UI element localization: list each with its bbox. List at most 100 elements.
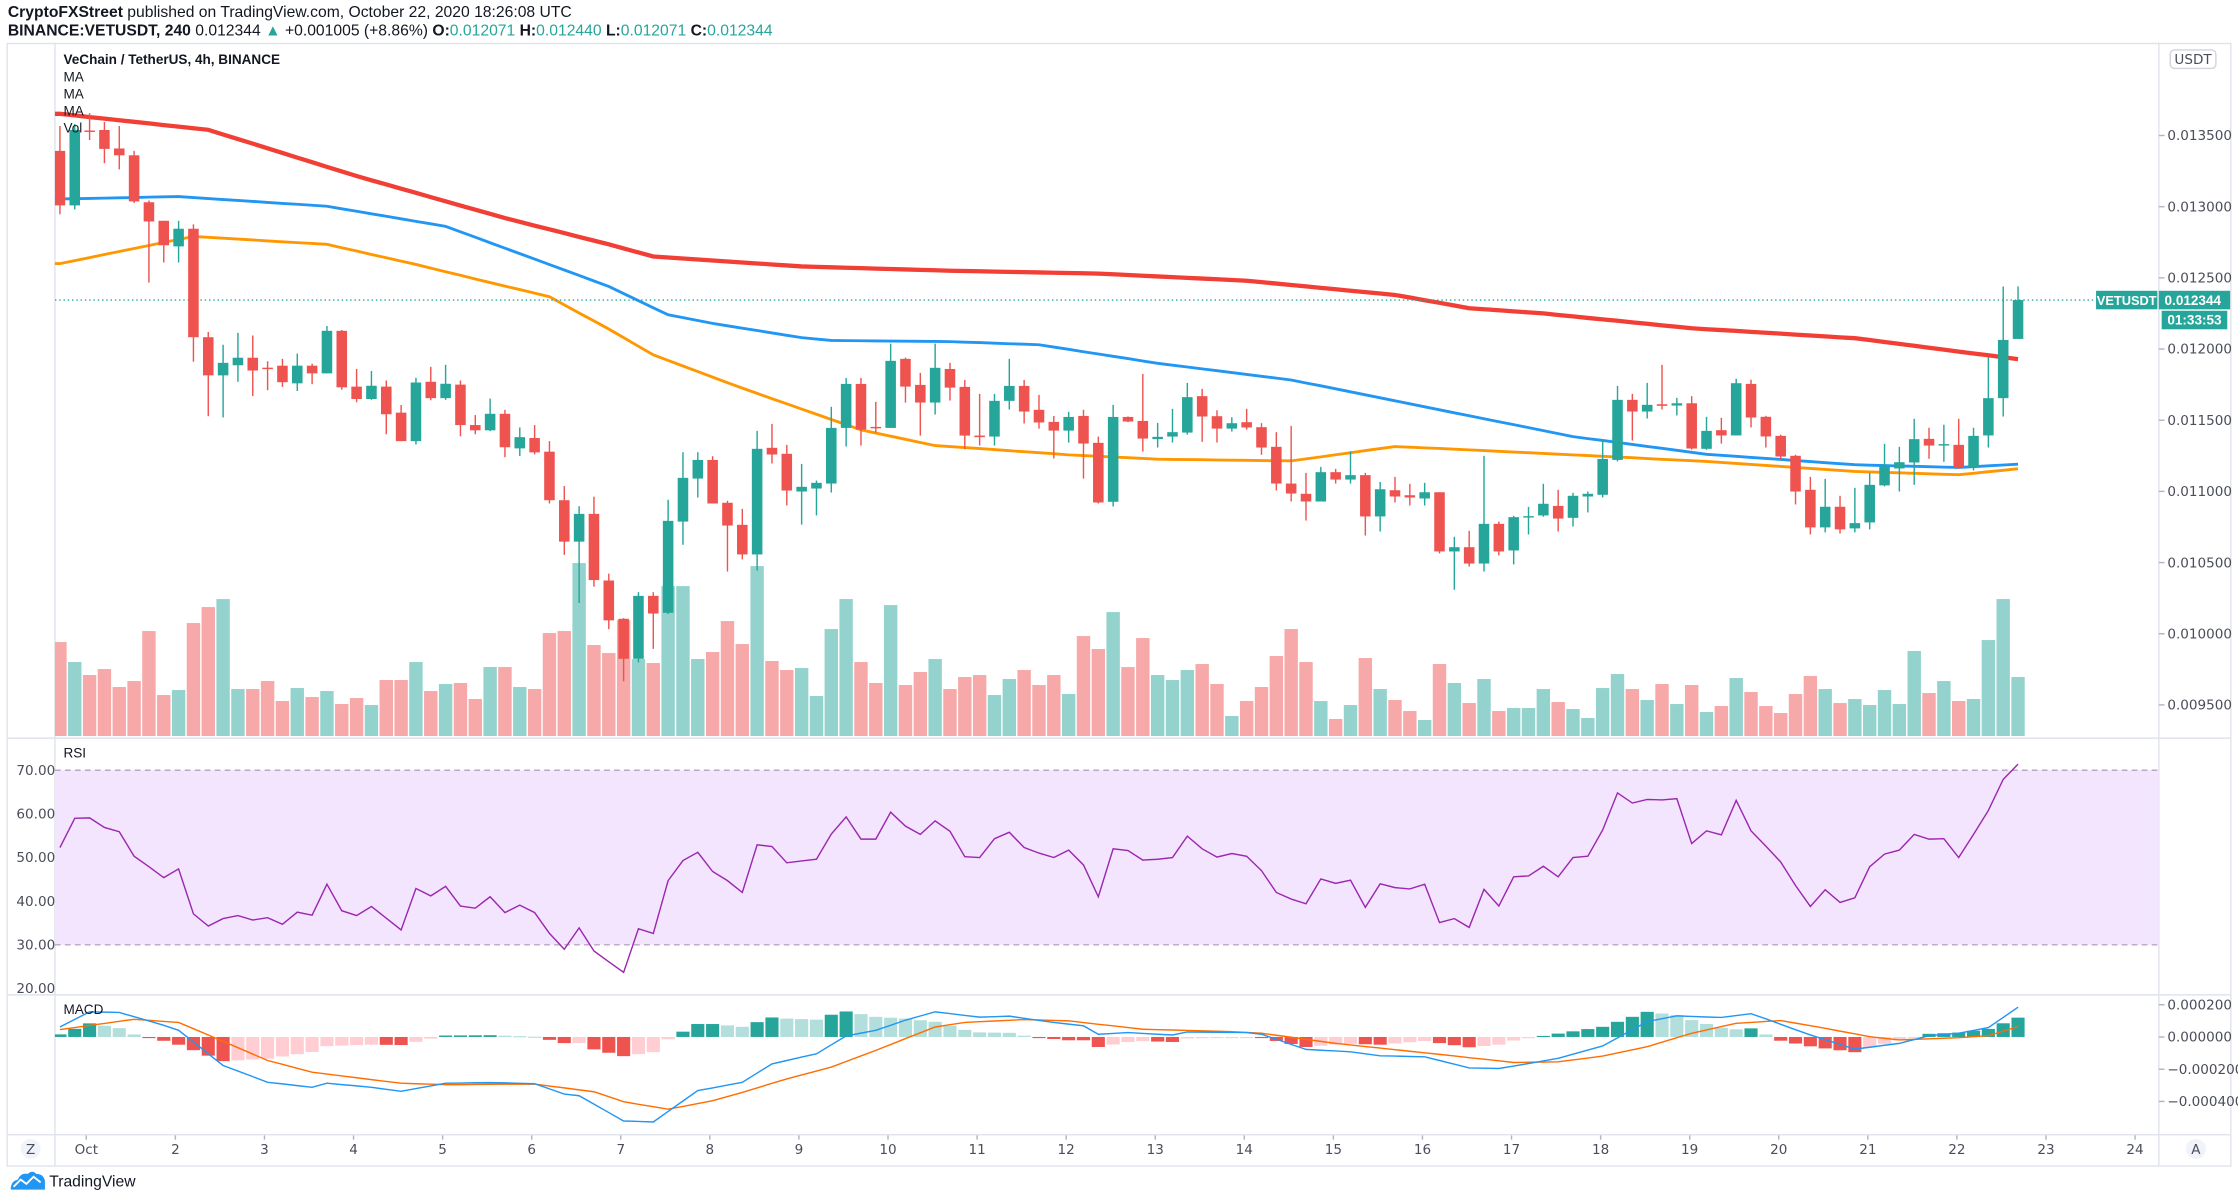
candle-body	[1300, 493, 1312, 502]
candle	[455, 380, 466, 437]
rsi-pane[interactable]	[54, 763, 2159, 974]
volume-bar	[1818, 689, 1832, 737]
volume-bar	[572, 563, 586, 737]
candle	[1449, 536, 1460, 590]
volume-bar	[839, 599, 853, 737]
candle	[217, 344, 229, 418]
candle	[351, 368, 362, 403]
macd-title[interactable]: MACD	[63, 1002, 103, 1017]
candle-body	[1137, 420, 1149, 439]
currency-badge[interactable]: USDT	[2169, 49, 2217, 70]
candle	[826, 406, 837, 493]
candle-body	[1923, 438, 1935, 446]
candle	[1597, 439, 1608, 498]
a-button-label: A	[2191, 1142, 2201, 1158]
legend-ma-2[interactable]: MA	[63, 86, 84, 101]
macd-histogram-bar	[1759, 1034, 1773, 1037]
price-pane[interactable]	[53, 111, 2159, 737]
candle-body	[188, 228, 199, 338]
candle-body	[455, 384, 466, 426]
candle	[1701, 416, 1712, 450]
macd-histogram-bar	[1240, 1036, 1254, 1039]
candle	[1018, 379, 1030, 424]
macd-histogram-bar	[1996, 1023, 2010, 1037]
volume-bar	[1773, 713, 1788, 737]
time-label: 15	[1325, 1142, 1342, 1158]
volume-bar	[809, 696, 824, 737]
candle	[321, 325, 333, 374]
candle	[1330, 468, 1341, 484]
macd-pane[interactable]	[53, 1006, 2025, 1123]
time-label: 19	[1681, 1142, 1698, 1158]
time-label: 12	[1058, 1142, 1075, 1158]
macd-histogram-bar	[631, 1036, 646, 1055]
candle	[840, 377, 852, 447]
volume-bar	[305, 697, 319, 737]
volume-bar	[972, 675, 987, 737]
macd-histogram-bar	[706, 1024, 720, 1037]
candle	[1478, 455, 1490, 572]
volume-bar	[335, 704, 349, 737]
macd-histogram-bar	[172, 1036, 186, 1045]
candle-body	[1419, 492, 1430, 499]
volume-bar	[557, 631, 571, 737]
volume-bar	[958, 677, 972, 737]
volume-bar	[1032, 685, 1046, 737]
candle	[1834, 495, 1846, 534]
candle-body	[470, 425, 481, 431]
macd-histogram-bar	[884, 1017, 898, 1037]
candle	[262, 361, 273, 391]
candle	[915, 372, 926, 436]
candle-body	[870, 426, 882, 429]
tradingview-logo[interactable]: TradingView	[10, 1171, 137, 1191]
auto-scale-button[interactable]: A	[2185, 1138, 2206, 1159]
high-value: 0.012440	[536, 23, 602, 40]
legend-title[interactable]: VeChain / TetherUS, 4h, BINANCE	[63, 52, 280, 67]
legend-ma-3[interactable]: MA	[63, 104, 84, 119]
candle-body	[1048, 421, 1060, 431]
candle-body	[1612, 399, 1623, 460]
volume-bar	[142, 631, 156, 737]
candle	[1775, 434, 1786, 460]
moving-average-line-3	[54, 235, 2019, 477]
macd-histogram-bar	[1047, 1036, 1061, 1040]
author-name[interactable]: CryptoFXStreet	[8, 4, 124, 21]
candle-body	[559, 500, 570, 542]
volume-bar	[646, 663, 660, 737]
log-scale-button[interactable]: Z	[20, 1138, 41, 1159]
candle	[1004, 358, 1015, 410]
rsi-title[interactable]: RSI	[63, 745, 86, 760]
candle	[1582, 491, 1594, 513]
macd-histogram-bar	[1195, 1036, 1209, 1039]
candle	[944, 362, 956, 401]
volume-bar	[720, 621, 735, 737]
candle-body	[158, 220, 170, 246]
rsi-axis[interactable]: 70.00 60.00 50.00 40.00 30.00 20.00	[16, 763, 55, 997]
candle-body	[1745, 383, 1757, 418]
legend-volume[interactable]: Vol	[63, 121, 82, 136]
volume-bar	[735, 644, 750, 737]
time-axis[interactable]: Oct 2 3 4 5 6 7 8 9 10 11 12 13 14 15 16 17 18 19 20 21 22 23 2…	[75, 1135, 2144, 1158]
candle	[277, 358, 288, 387]
macd-histogram-bar	[869, 1016, 883, 1037]
candle-body	[1093, 442, 1104, 503]
volume-bar	[1892, 704, 1907, 737]
candle	[1538, 483, 1549, 517]
macd-axis[interactable]: 0.000200 0.000000 −0.000200 −0.000400	[2158, 997, 2238, 1110]
macd-histogram-bar	[602, 1036, 616, 1053]
symbol-tag-label: VETUSDT	[2097, 293, 2157, 308]
close-label: C:	[686, 23, 707, 40]
candle-body	[1597, 458, 1608, 495]
price-axis[interactable]: 0.013500 0.013000 0.012500 0.012000 0.011500…	[2158, 128, 2232, 714]
macd-label: 0.000200	[2167, 997, 2232, 1013]
volume-bar	[1269, 656, 1284, 737]
candle	[1552, 489, 1564, 532]
time-label: 20	[1770, 1142, 1787, 1158]
legend-ma-1[interactable]: MA	[63, 69, 84, 84]
candle-body	[1463, 547, 1475, 564]
volume-bar	[364, 705, 379, 737]
candle	[1760, 415, 1772, 448]
macd-histogram-bar	[275, 1036, 289, 1057]
candle-body	[1908, 439, 1920, 463]
candle	[662, 499, 674, 615]
